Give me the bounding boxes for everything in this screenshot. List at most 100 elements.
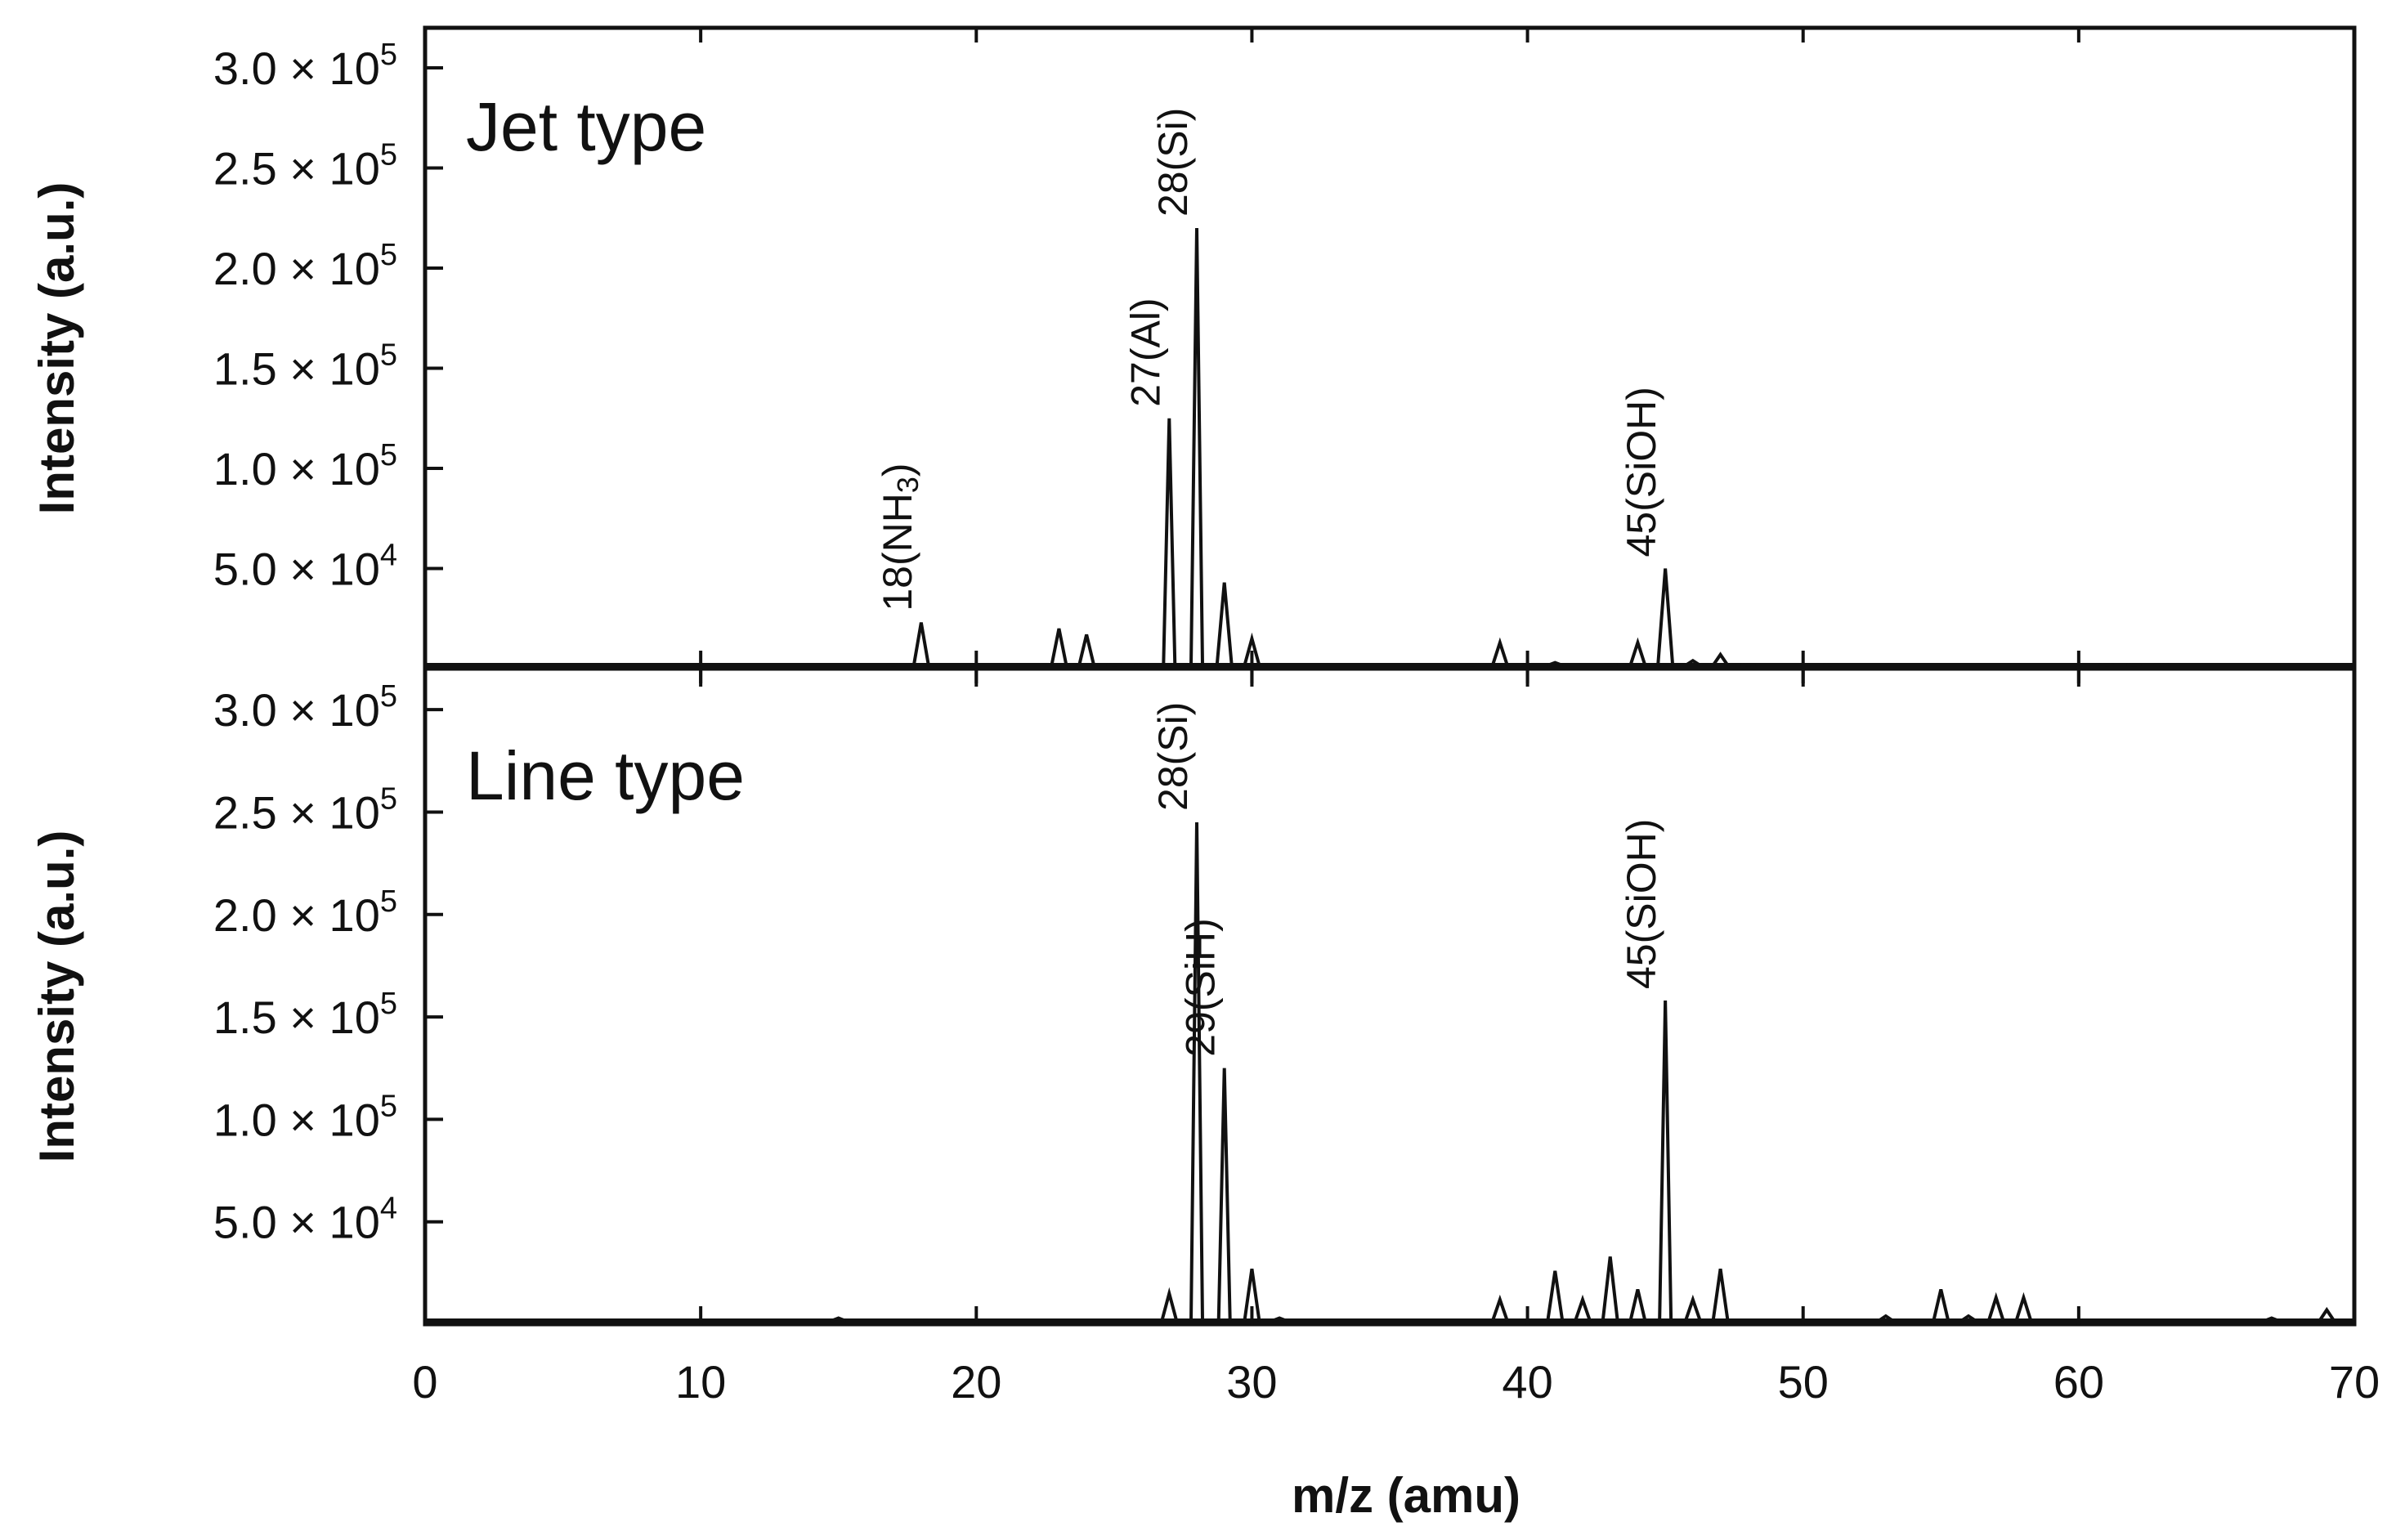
spectrum-peak xyxy=(911,622,930,666)
x-tick-label: 40 xyxy=(1502,1356,1552,1408)
peak-annotation-text: 45(SiOH) xyxy=(1619,387,1664,557)
peak-annotation-text: 45(SiOH) xyxy=(1619,819,1664,989)
spectrum-peak xyxy=(1658,1000,1673,1322)
spectrum-peak xyxy=(1050,628,1068,666)
y-axis-title: Intensity (a.u.) xyxy=(29,182,84,515)
x-axis-title: m/z (amu) xyxy=(1292,1468,1520,1523)
peak-annotation: 45(SiOH) xyxy=(1619,819,1664,989)
x-tick-label: 20 xyxy=(951,1356,1001,1408)
y-tick-mantissa: 1.0 × 10 xyxy=(213,443,380,495)
y-tick-mantissa: 2.0 × 10 xyxy=(213,243,380,294)
y-tick-label: 5.0 × 104 xyxy=(213,539,397,595)
spectrum-peak xyxy=(1546,1270,1565,1322)
spectrum-peak xyxy=(1215,582,1234,666)
panel-title: Line type xyxy=(466,737,745,814)
shared-axis-labels: m/z (amu) xyxy=(1292,1468,1520,1523)
y-tick-label: 2.5 × 105 xyxy=(213,138,397,195)
x-tick-label: 30 xyxy=(1226,1356,1277,1408)
spectrum-peak xyxy=(2014,1292,2033,1322)
y-axis-title: Intensity (a.u.) xyxy=(29,830,84,1163)
peak-annotation-text: 27(Al) xyxy=(1122,298,1168,406)
peak-annotation: 45(SiOH) xyxy=(1619,387,1664,557)
y-tick-label: 1.0 × 105 xyxy=(213,438,397,495)
y-tick-exponent: 4 xyxy=(380,539,397,573)
spectrum-peak xyxy=(2318,1306,2336,1323)
y-tick-mantissa: 3.0 × 10 xyxy=(213,684,380,736)
spectrum-peak xyxy=(1711,651,1730,667)
y-tick-exponent: 5 xyxy=(380,38,397,72)
y-tick-exponent: 5 xyxy=(380,781,397,816)
peak-annotation: 29(SiH) xyxy=(1178,918,1224,1056)
y-tick-exponent: 5 xyxy=(380,138,397,172)
y-tick-exponent: 5 xyxy=(380,438,397,472)
spectrum-peak xyxy=(1683,1294,1702,1322)
spectrum-peak xyxy=(1711,1269,1730,1322)
spectrum-peak xyxy=(1216,1068,1232,1322)
spectrum-peak xyxy=(1243,632,1261,666)
x-tick-label: 50 xyxy=(1778,1356,1829,1408)
y-tick-mantissa: 5.0 × 10 xyxy=(213,1197,380,1248)
y-tick-mantissa: 3.0 × 10 xyxy=(213,43,380,94)
y-tick-exponent: 5 xyxy=(380,1089,397,1123)
spectrum-peak xyxy=(830,1316,847,1323)
spectrum-peak xyxy=(1547,660,1563,667)
spectrum-peak xyxy=(1077,633,1096,666)
y-tick-mantissa: 1.5 × 10 xyxy=(213,992,380,1043)
y-tick-mantissa: 2.5 × 10 xyxy=(213,143,380,195)
peak-annotation-text: 28(Si) xyxy=(1150,702,1196,811)
peak-annotation: 18(NH3) xyxy=(875,463,925,611)
y-tick-exponent: 5 xyxy=(380,987,397,1021)
x-tick-label: 10 xyxy=(675,1356,726,1408)
spectrum-peak xyxy=(1877,1314,1894,1323)
y-tick-mantissa: 2.5 × 10 xyxy=(213,786,380,838)
y-tick-label: 3.0 × 105 xyxy=(213,679,397,736)
peak-annotation-text: 29(SiH) xyxy=(1178,918,1224,1056)
y-tick-mantissa: 1.5 × 10 xyxy=(213,343,380,395)
x-tick-label: 70 xyxy=(2329,1356,2380,1408)
y-tick-mantissa: 1.0 × 10 xyxy=(213,1094,380,1145)
y-tick-mantissa: 2.0 × 10 xyxy=(213,889,380,941)
y-tick-label: 2.0 × 105 xyxy=(213,238,397,294)
spectrum-peak xyxy=(1160,1287,1179,1322)
spectrum-peak xyxy=(1243,1269,1261,1322)
peak-annotation: 28(Si) xyxy=(1150,702,1196,811)
spectrum-peak xyxy=(1162,418,1177,666)
y-tick-exponent: 5 xyxy=(380,338,397,373)
spectrum-peak xyxy=(913,1318,929,1323)
spectrum-peak xyxy=(1628,637,1647,666)
y-tick-exponent: 5 xyxy=(380,884,397,919)
spectrum-peak xyxy=(1986,1292,2005,1322)
spectrum-peak xyxy=(1656,568,1675,666)
peak-annotation-text: 18(NH xyxy=(875,493,920,611)
spectrum-peak xyxy=(1490,1294,1509,1322)
spectrum-peak xyxy=(2264,1316,2280,1323)
panel-title: Jet type xyxy=(466,88,706,165)
x-tick-label: 0 xyxy=(412,1356,437,1408)
peak-annotation-subscript: 3 xyxy=(891,477,925,493)
y-tick-label: 1.5 × 105 xyxy=(213,987,397,1043)
y-tick-mantissa: 5.0 × 10 xyxy=(213,544,380,595)
y-tick-label: 2.0 × 105 xyxy=(213,884,397,941)
plot-frame xyxy=(423,25,2357,671)
y-tick-label: 5.0 × 104 xyxy=(213,1192,397,1248)
spectrum-peak xyxy=(1932,1288,1950,1322)
y-tick-label: 3.0 × 105 xyxy=(213,38,397,94)
y-tick-label: 1.5 × 105 xyxy=(213,338,397,395)
plot-frame xyxy=(423,666,2357,1327)
y-tick-exponent: 4 xyxy=(380,1192,397,1226)
spectrum-peak xyxy=(1189,821,1204,1322)
spectrum-peak xyxy=(1189,227,1204,666)
spectrum-peak xyxy=(1959,1314,1977,1323)
y-tick-label: 2.5 × 105 xyxy=(213,781,397,838)
y-tick-exponent: 5 xyxy=(380,238,397,272)
spectrum-peak xyxy=(1628,1288,1647,1322)
spectrum-peak xyxy=(1601,1256,1619,1322)
spectrum-peak xyxy=(1490,637,1509,666)
y-tick-label: 1.0 × 105 xyxy=(213,1089,397,1145)
spectrum-peak xyxy=(1271,1316,1288,1323)
peak-annotation-text: 28(Si) xyxy=(1150,108,1196,217)
peak-annotation: 27(Al) xyxy=(1122,298,1168,406)
